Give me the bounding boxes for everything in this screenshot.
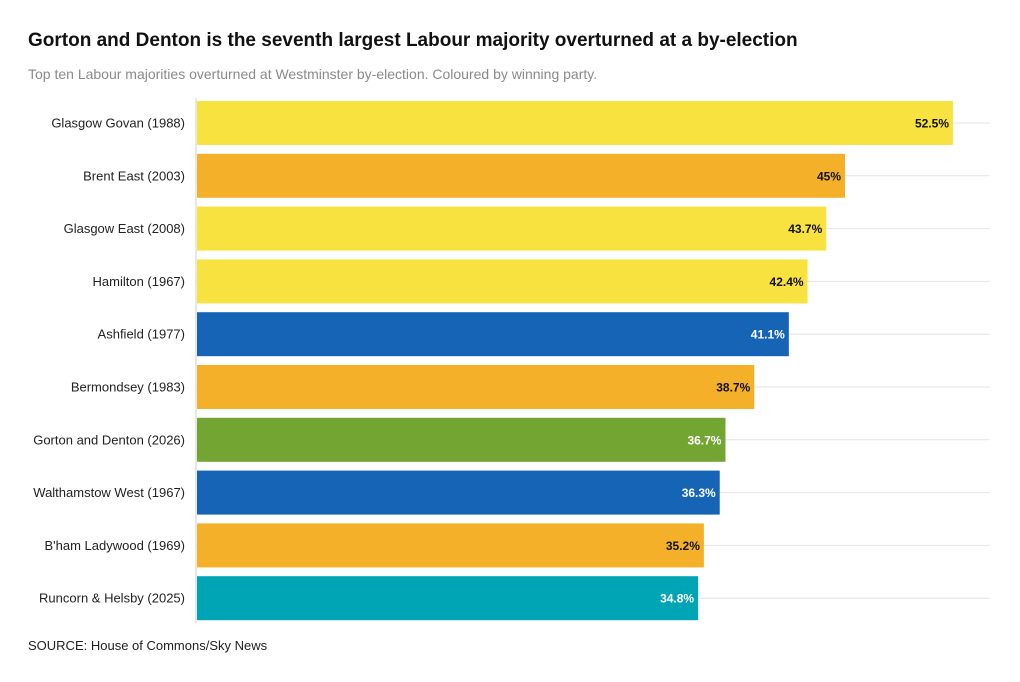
chart-subtitle: Top ten Labour majorities overturned at … (28, 66, 598, 82)
category-label: Brent East (2003) (83, 168, 185, 183)
bar (197, 312, 789, 357)
labels: Glasgow Govan (1988) 52.5% Brent East (200… (33, 116, 949, 606)
bars (197, 101, 953, 621)
source-note: SOURCE: House of Commons/Sky News (28, 638, 268, 653)
category-label: Runcorn & Helsby (2025) (39, 591, 185, 606)
bar (197, 153, 845, 198)
bar (197, 365, 755, 409)
value-label: 43.7% (788, 222, 822, 236)
category-label: Ashfield (1977) (98, 327, 185, 342)
value-label: 45% (817, 169, 841, 183)
bar (197, 101, 953, 145)
value-label: 42.4% (770, 275, 804, 289)
category-label: Bermondsey (1983) (71, 380, 185, 395)
bar (197, 523, 704, 568)
bar (197, 259, 808, 304)
bar (197, 206, 827, 251)
category-label: Glasgow Govan (1988) (51, 116, 185, 131)
bar (197, 417, 726, 462)
value-label: 52.5% (915, 117, 949, 131)
category-label: Walthamstow West (1967) (33, 485, 185, 500)
category-label: Gorton and Denton (2026) (33, 432, 185, 447)
bar (197, 470, 720, 515)
value-label: 41.1% (751, 328, 785, 342)
category-label: B'ham Ladywood (1969) (44, 538, 185, 553)
value-label: 35.2% (666, 539, 700, 553)
category-label: Glasgow East (2008) (64, 221, 185, 236)
bar (197, 576, 699, 621)
value-label: 36.3% (682, 486, 716, 500)
chart-title: Gorton and Denton is the seventh largest… (28, 30, 798, 51)
category-label: Hamilton (1967) (93, 274, 186, 289)
value-label: 38.7% (716, 381, 750, 395)
value-label: 34.8% (660, 592, 694, 606)
value-label: 36.7% (687, 433, 721, 447)
